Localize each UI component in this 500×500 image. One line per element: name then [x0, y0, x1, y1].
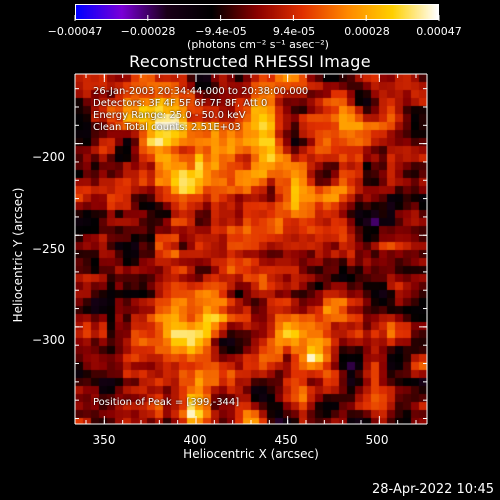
x-tick-label: 350 [92, 433, 116, 447]
clean-counts-annotation: Clean Total counts: 2.51E+03 [93, 122, 241, 133]
x-tick-label: 450 [274, 433, 298, 447]
y-tick-label: −250 [32, 242, 65, 256]
colorbar-tick-label: 9.4e-05 [272, 25, 316, 38]
colorbar-unit-label: (photons cm⁻² s⁻¹ asec⁻²) [187, 38, 329, 51]
colorbar-tick-label: −0.00028 [120, 25, 176, 38]
y-tick-label: −200 [32, 150, 65, 164]
colorbar-tick-label: −9.4e-05 [195, 25, 247, 38]
colorbar-tick-label: 0.00047 [416, 25, 462, 38]
y-tick-label: −300 [32, 333, 65, 347]
chart-title: Reconstructed RHESSI Image [129, 52, 371, 71]
x-tick-label: 400 [183, 433, 207, 447]
colorbar-ticks [74, 15, 440, 21]
x-tick-label: 500 [365, 433, 389, 447]
heatmap-image [75, 74, 427, 424]
y-axis-label: Heliocentric Y (arcsec) [11, 187, 25, 323]
peak-position-annotation: Position of Peak = [399,-344] [93, 397, 240, 408]
time-range-annotation: 26-Jan-2003 20:34:44.000 to 20:38:00.000 [93, 86, 309, 97]
detectors-annotation: Detectors: 3F 4F 5F 6F 7F 8F, Att 0 [93, 98, 268, 109]
date-stamp: 28-Apr-2022 10:45 [372, 482, 494, 497]
colorbar [75, 4, 439, 20]
colorbar-tick-label: 0.00028 [344, 25, 390, 38]
energy-range-annotation: Energy Range: 25.0 - 50.0 keV [93, 110, 246, 121]
x-axis-label: Heliocentric X (arcsec) [183, 447, 319, 461]
colorbar-tick-label: −0.00047 [47, 25, 103, 38]
